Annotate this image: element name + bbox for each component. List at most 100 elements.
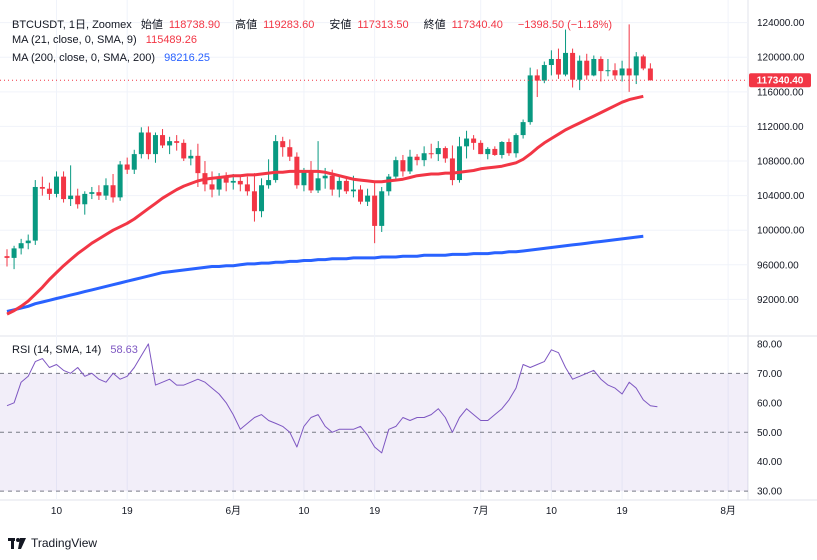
candle-body — [308, 171, 314, 191]
candle-body — [61, 176, 67, 200]
candle-body — [442, 148, 448, 159]
symbol-label[interactable]: BTCUSDT, 1日, Zoomex — [12, 19, 132, 31]
candle-body — [633, 56, 639, 76]
ma200-value: 98216.25 — [164, 52, 211, 64]
candle-body — [280, 141, 286, 148]
candle-body — [4, 256, 10, 258]
candle-body — [365, 195, 371, 202]
candle-body — [131, 154, 137, 170]
candle-body — [619, 68, 625, 76]
candle-body — [336, 180, 342, 190]
candle-body — [555, 58, 561, 75]
ma21-value: 115489.26 — [145, 34, 197, 46]
rsi-tick-label: 30.00 — [757, 487, 782, 498]
price-tick-label: 120000.00 — [757, 53, 805, 64]
candle-body — [82, 193, 88, 205]
candle-body — [117, 164, 123, 198]
last-price-badge-label: 117340.40 — [757, 76, 804, 87]
rsi-tick-label: 70.00 — [757, 369, 782, 380]
candle-body — [464, 138, 470, 147]
rsi-tick-label: 40.00 — [757, 457, 782, 468]
tradingview-logo-icon — [8, 537, 26, 549]
candle-body — [584, 60, 590, 76]
candle-body — [577, 60, 583, 80]
candle-body — [548, 58, 554, 66]
candle-body — [478, 142, 484, 155]
candle-body — [499, 142, 505, 155]
rsi-tick-label: 50.00 — [757, 428, 782, 439]
candle-body — [287, 147, 293, 157]
legend-ma21[interactable]: MA (21, close, 0, SMA, 9) 115489.26 — [12, 34, 203, 46]
candle-body — [421, 153, 427, 161]
candle-body — [301, 171, 307, 186]
time-tick-label: 19 — [122, 506, 134, 517]
candle-body — [428, 153, 434, 155]
candle-body — [647, 68, 653, 81]
candle-body — [237, 180, 243, 185]
candle-body — [145, 132, 151, 155]
time-tick-label: 6月 — [225, 505, 241, 517]
candle-body — [39, 186, 45, 189]
rsi-band — [0, 373, 748, 492]
candle-body — [96, 192, 102, 196]
candle-body — [259, 185, 265, 212]
legend-rsi[interactable]: RSI (14, SMA, 14) 58.63 — [12, 344, 144, 356]
candle-body — [485, 148, 491, 155]
candle-body — [379, 191, 385, 226]
candle-body — [626, 68, 632, 76]
candle-body — [68, 195, 74, 200]
time-tick-label: 19 — [617, 506, 629, 517]
close-label: 終値 117340.40 — [423, 19, 503, 31]
open-label: 始値 118738.90 — [140, 19, 221, 31]
candle-body — [266, 180, 272, 186]
ma200-label: MA (200, close, 0, SMA, 200) — [12, 52, 156, 64]
candle-body — [223, 177, 229, 183]
low-label: 安値 117313.50 — [329, 19, 409, 31]
rsi-tick-label: 60.00 — [757, 398, 782, 409]
candle-body — [407, 156, 413, 172]
candle-body — [435, 148, 441, 155]
time-tick-label: 10 — [298, 506, 310, 517]
candle-body — [386, 176, 392, 192]
candle-body — [188, 155, 194, 159]
candle-body — [534, 75, 540, 81]
tradingview-brand[interactable]: TradingView — [8, 536, 97, 550]
time-tick-label: 19 — [369, 506, 381, 517]
legend-ohlc: BTCUSDT, 1日, Zoomex 始値 118738.90 高値 119283… — [12, 16, 618, 32]
candle-body — [605, 70, 611, 72]
time-tick-label: 10 — [51, 506, 63, 517]
last-price-badge — [749, 73, 811, 88]
high-label: 高値 119283.60 — [235, 19, 315, 31]
candle-body — [449, 158, 455, 181]
price-tick-label: 92000.00 — [757, 295, 799, 306]
candle-body — [358, 189, 363, 202]
candle-body — [46, 188, 52, 194]
candle-body — [591, 58, 597, 76]
candle-body — [195, 155, 201, 174]
time-tick-label: 8月 — [720, 505, 736, 517]
ma21-label: MA (21, close, 0, SMA, 9) — [12, 34, 137, 46]
candle-body — [612, 70, 618, 76]
time-tick-label: 10 — [546, 506, 558, 517]
ma200-line — [6, 234, 644, 313]
candle-body — [181, 142, 187, 159]
candle-body — [167, 141, 173, 146]
price-tick-label: 104000.00 — [757, 191, 805, 202]
legend-ma200[interactable]: MA (200, close, 0, SMA, 200) 98216.25 — [12, 52, 216, 64]
rsi-tick-label: 80.00 — [757, 339, 782, 350]
candle-body — [53, 176, 59, 194]
candle-body — [492, 148, 498, 155]
candle-body — [209, 184, 215, 190]
ma21-line — [6, 94, 644, 316]
price-tick-label: 100000.00 — [757, 226, 805, 237]
brand-label: TradingView — [31, 536, 98, 550]
candle-body — [251, 191, 257, 212]
candle-body — [89, 192, 95, 194]
candle-body — [400, 160, 406, 172]
rsi-label: RSI (14, SMA, 14) — [12, 344, 102, 356]
candle-body — [570, 52, 576, 80]
rsi-line — [6, 343, 658, 454]
candle-body — [138, 132, 144, 155]
time-tick-label: 7月 — [473, 505, 489, 517]
